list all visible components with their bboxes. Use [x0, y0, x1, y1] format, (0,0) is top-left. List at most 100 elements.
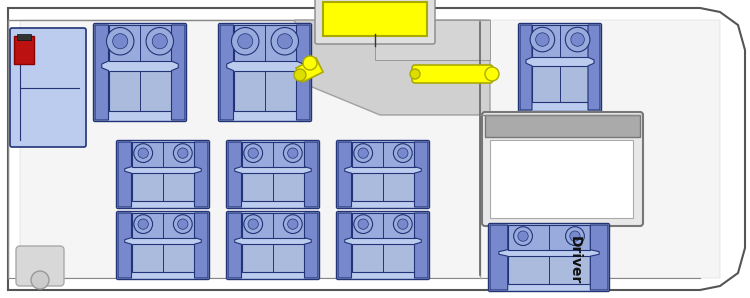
Circle shape [518, 231, 528, 241]
Polygon shape [228, 142, 242, 207]
Circle shape [485, 67, 499, 81]
Polygon shape [8, 8, 745, 290]
Polygon shape [375, 20, 490, 60]
Circle shape [248, 219, 258, 229]
Bar [233, 25, 296, 61]
Circle shape [303, 56, 317, 70]
Circle shape [146, 27, 173, 55]
Bar [352, 213, 415, 238]
Circle shape [536, 33, 549, 46]
Circle shape [354, 215, 373, 234]
Circle shape [278, 34, 292, 49]
Circle shape [354, 144, 373, 162]
Circle shape [394, 215, 412, 234]
Polygon shape [590, 225, 608, 290]
Circle shape [398, 219, 408, 229]
Circle shape [284, 144, 302, 162]
Bar [352, 244, 415, 271]
Polygon shape [304, 142, 318, 207]
Text: Driver: Driver [568, 236, 582, 284]
Bar [242, 213, 304, 238]
Circle shape [248, 148, 258, 158]
Bar [352, 173, 415, 201]
Circle shape [398, 148, 408, 158]
Circle shape [284, 215, 302, 234]
Bar [508, 256, 590, 283]
Circle shape [178, 219, 188, 229]
Circle shape [134, 144, 152, 162]
Bar [17, 34, 31, 40]
Polygon shape [172, 25, 185, 120]
Bar [131, 213, 194, 238]
Bar [485, 115, 640, 137]
Circle shape [238, 34, 253, 49]
Bar [323, 2, 427, 36]
Bar [233, 71, 296, 111]
Circle shape [178, 148, 188, 158]
FancyBboxPatch shape [412, 65, 493, 83]
Circle shape [566, 227, 584, 246]
FancyBboxPatch shape [482, 112, 643, 226]
Polygon shape [295, 20, 490, 115]
Circle shape [358, 219, 368, 229]
Circle shape [173, 144, 192, 162]
Circle shape [31, 271, 49, 289]
FancyBboxPatch shape [518, 24, 602, 111]
Polygon shape [194, 213, 208, 278]
Circle shape [232, 27, 259, 55]
Polygon shape [588, 25, 600, 110]
Circle shape [138, 219, 148, 229]
FancyBboxPatch shape [337, 140, 430, 209]
Circle shape [514, 227, 532, 246]
FancyBboxPatch shape [94, 24, 187, 122]
Polygon shape [228, 213, 242, 278]
FancyBboxPatch shape [226, 212, 320, 280]
Bar [14, 36, 34, 64]
Polygon shape [296, 25, 310, 120]
Bar [131, 244, 194, 271]
Bar [508, 225, 590, 250]
Circle shape [152, 34, 167, 49]
Circle shape [294, 69, 306, 81]
Polygon shape [415, 142, 428, 207]
Circle shape [571, 33, 584, 46]
Circle shape [566, 27, 590, 52]
Polygon shape [194, 142, 208, 207]
FancyBboxPatch shape [337, 212, 430, 280]
FancyBboxPatch shape [10, 28, 86, 147]
Circle shape [410, 69, 420, 79]
FancyBboxPatch shape [488, 224, 610, 291]
Circle shape [288, 148, 298, 158]
Polygon shape [415, 213, 428, 278]
FancyBboxPatch shape [116, 140, 209, 209]
Polygon shape [490, 225, 508, 290]
Polygon shape [118, 142, 131, 207]
Bar [242, 244, 304, 271]
Bar [109, 71, 172, 111]
Bar [131, 142, 194, 167]
FancyBboxPatch shape [226, 140, 320, 209]
Polygon shape [304, 213, 318, 278]
Polygon shape [338, 142, 352, 207]
FancyBboxPatch shape [16, 246, 64, 286]
Circle shape [358, 148, 368, 158]
Bar [490, 140, 633, 218]
Bar [131, 173, 194, 201]
Bar [20, 20, 720, 278]
Polygon shape [118, 213, 131, 278]
Polygon shape [338, 213, 352, 278]
Bar [532, 66, 588, 102]
Circle shape [173, 215, 192, 234]
Bar [109, 25, 172, 61]
Circle shape [138, 148, 148, 158]
Polygon shape [296, 58, 323, 82]
Bar [352, 142, 415, 167]
Bar [242, 173, 304, 201]
Circle shape [244, 144, 262, 162]
Polygon shape [220, 25, 233, 120]
FancyBboxPatch shape [116, 212, 209, 280]
Circle shape [271, 27, 298, 55]
Polygon shape [520, 25, 532, 110]
Circle shape [394, 144, 412, 162]
FancyBboxPatch shape [315, 0, 435, 44]
